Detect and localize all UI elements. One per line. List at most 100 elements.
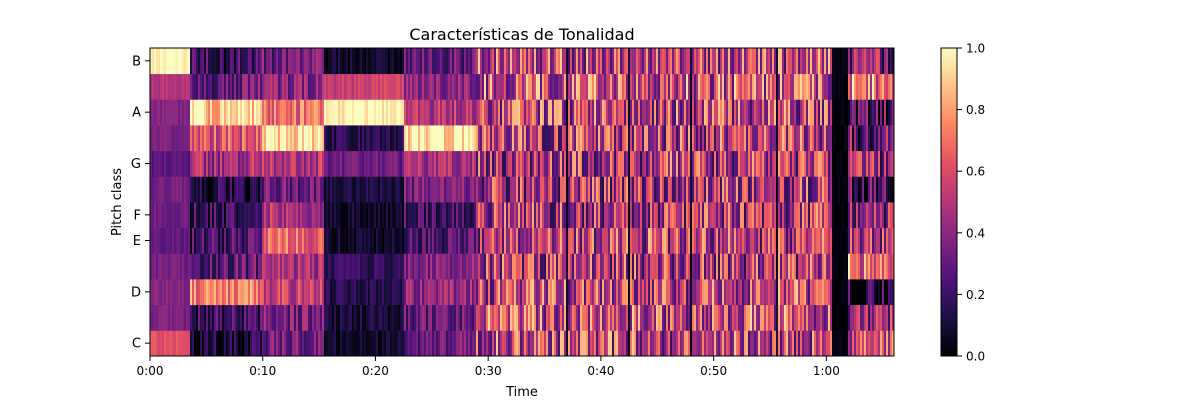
heatmap-cell [632,253,635,280]
heatmap-cell [312,125,315,152]
heatmap-cell [734,279,737,306]
heatmap-cell [466,330,469,356]
heatmap-cell [160,304,163,331]
heatmap-cell [160,73,163,100]
heatmap-cell [814,202,817,229]
heatmap-cell [234,99,237,126]
heatmap-cell [586,99,589,126]
heatmap-cell [682,73,685,100]
heatmap-cell [360,227,363,254]
heatmap-cell [530,227,533,254]
heatmap-cell [454,176,457,203]
heatmap-cell [696,125,699,152]
heatmap-cell [752,330,755,356]
heatmap-cell [310,125,313,152]
heatmap-cell [714,202,717,229]
heatmap-cell [860,304,863,331]
heatmap-cell [480,253,483,280]
heatmap-cell [806,150,809,177]
heatmap-cell [464,73,467,100]
heatmap-cell [672,330,675,356]
heatmap-cell [440,227,443,254]
heatmap-cell [850,253,853,280]
heatmap-cell [890,48,893,75]
heatmap-cell [330,48,333,75]
heatmap-cell [208,73,211,100]
heatmap-cell [210,279,213,306]
heatmap-cell [546,48,549,75]
heatmap-cell [876,227,879,254]
heatmap-cell [274,48,277,75]
heatmap-cell [674,253,677,280]
heatmap-cell [786,253,789,280]
heatmap-cell [748,253,751,280]
heatmap-cell [828,330,831,356]
heatmap-cell [818,48,821,75]
heatmap-cell [698,99,701,126]
heatmap-cell [668,202,671,229]
heatmap-cell [362,99,365,126]
heatmap-cell [182,304,185,331]
heatmap-cell [720,73,723,100]
heatmap-cell [172,48,175,75]
heatmap-cell [462,73,465,100]
heatmap-cell [554,99,557,126]
heatmap-cell [886,99,889,126]
heatmap-cell [168,125,171,152]
heatmap-cell [314,73,317,100]
heatmap-cell [736,227,739,254]
heatmap-cell [268,176,271,203]
heatmap-cell [622,73,625,100]
heatmap-cell [340,176,343,203]
heatmap-cell [438,150,441,177]
heatmap-cell [504,48,507,75]
heatmap-cell [674,202,677,229]
heatmap-cell [592,150,595,177]
heatmap-cell [658,73,661,100]
heatmap-cell [372,99,375,126]
heatmap-cell [704,227,707,254]
heatmap-cell [330,99,333,126]
heatmap-cell [474,73,477,100]
heatmap-cell [374,227,377,254]
x-axis-ticks: 0:00 0:10 0:20 0:30 0:40 0:50 1:00 [137,356,840,378]
heatmap-cell [286,330,289,356]
heatmap-cell [772,176,775,203]
heatmap-cell [804,150,807,177]
heatmap-cell [498,125,501,152]
heatmap-cell [172,202,175,229]
heatmap-cell [812,202,815,229]
heatmap-cell [174,227,177,254]
heatmap-cell [268,304,271,331]
heatmap-cell [372,330,375,356]
heatmap-cell [762,330,765,356]
heatmap-cell [368,253,371,280]
heatmap-cell [690,279,693,306]
heatmap-cell [396,150,399,177]
heatmap-cell [254,99,257,126]
heatmap-cell [168,227,171,254]
heatmap-cell [848,304,851,331]
heatmap-cell [370,227,373,254]
heatmap-cell [262,227,265,254]
heatmap-cell [430,304,433,331]
heatmap-cell [190,330,193,356]
heatmap-cell [254,73,257,100]
heatmap-cell [850,176,853,203]
heatmap-cell [764,99,767,126]
heatmap-cell [486,202,489,229]
heatmap-cell [376,227,379,254]
heatmap-cell [752,202,755,229]
heatmap-cell [574,253,577,280]
heatmap-cell [754,150,757,177]
heatmap-cell [426,73,429,100]
heatmap-cell [346,176,349,203]
heatmap-cell [292,202,295,229]
heatmap-cell [610,330,613,356]
heatmap-cell [766,150,769,177]
heatmap-cell [794,202,797,229]
heatmap-cell [356,73,359,100]
heatmap-cell [170,227,173,254]
heatmap-cell [210,202,213,229]
heatmap-cell [840,279,843,306]
